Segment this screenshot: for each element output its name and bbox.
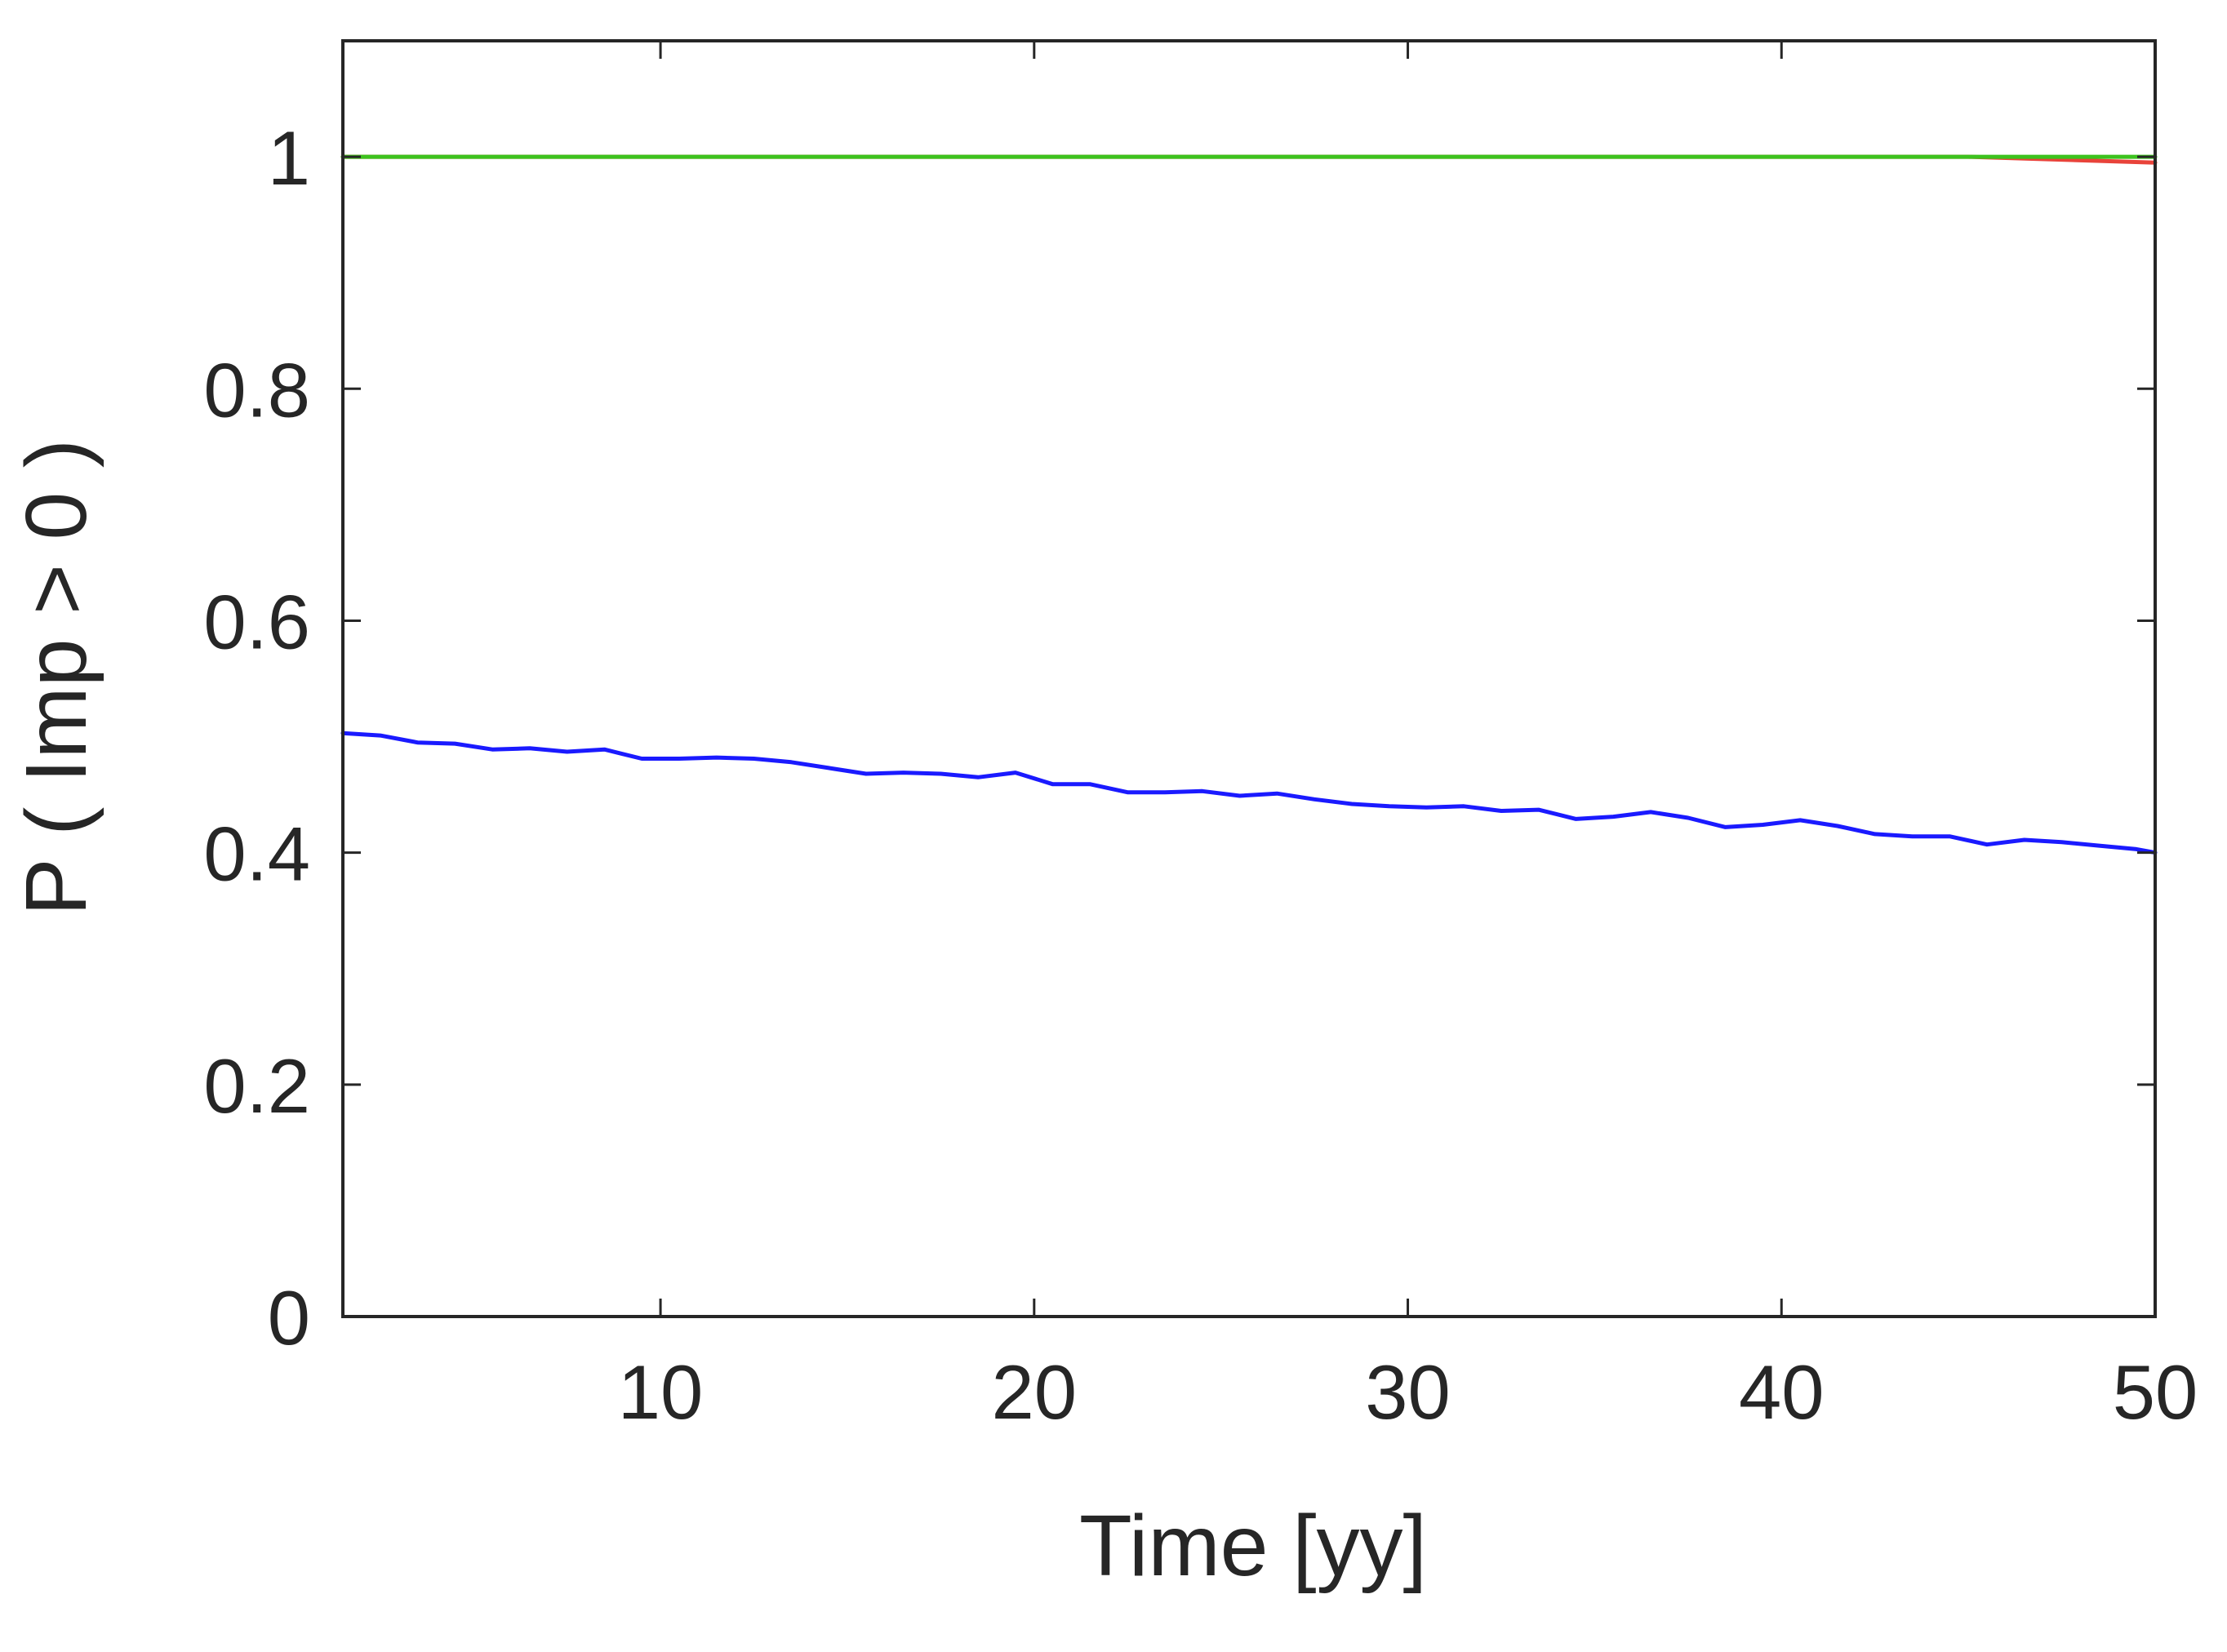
y-tick-label: 0.2 (203, 1043, 310, 1129)
x-axis-label: Time [yy] (1079, 1498, 1427, 1594)
y-axis-label: P ( Imp > 0 ) (8, 439, 104, 916)
y-tick-label: 0.8 (203, 347, 310, 433)
series-line-2 (340, 731, 2158, 855)
y-tick-label: 0 (268, 1275, 310, 1361)
y-tick-label: 1 (268, 115, 310, 201)
plot-area-frame (341, 39, 2157, 1318)
y-tick-label: 0.6 (203, 579, 310, 664)
x-tick-label: 20 (992, 1349, 1078, 1435)
series-layer (340, 154, 2158, 855)
x-tick-label: 30 (1365, 1349, 1451, 1435)
x-tick-label: 50 (2113, 1349, 2198, 1435)
x-tick-label: 10 (618, 1349, 704, 1435)
y-tick-label: 0.4 (203, 811, 310, 897)
x-tick-label: 40 (1739, 1349, 1825, 1435)
label-layer: 10 20 30 40 50 0 0.2 0.4 0.6 0.8 1 (203, 115, 2198, 1435)
